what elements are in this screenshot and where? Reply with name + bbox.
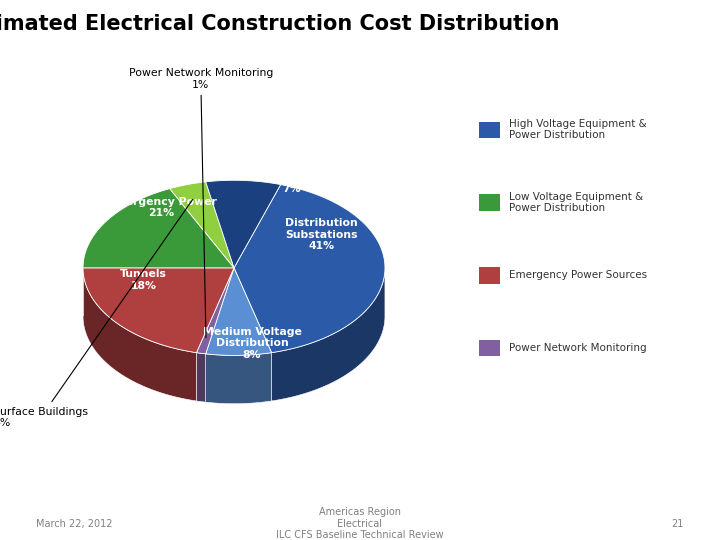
Polygon shape — [83, 268, 234, 353]
Polygon shape — [83, 268, 197, 401]
Text: Americas Region
Electrical
ILC CFS Baseline Technical Review: Americas Region Electrical ILC CFS Basel… — [276, 507, 444, 540]
Polygon shape — [234, 185, 385, 353]
Text: Tunnels
18%: Tunnels 18% — [120, 269, 167, 291]
Text: High Voltage Equipment &
Power Distribution: High Voltage Equipment & Power Distribut… — [509, 119, 647, 140]
Text: Surface Buildings
4%: Surface Buildings 4% — [0, 199, 193, 428]
Text: 21: 21 — [672, 519, 684, 529]
Text: Main
Substation
7%: Main Substation 7% — [258, 161, 325, 194]
Polygon shape — [83, 188, 234, 268]
Polygon shape — [197, 353, 206, 402]
Polygon shape — [170, 182, 234, 268]
Polygon shape — [206, 268, 271, 355]
Text: Distribution
Substations
41%: Distribution Substations 41% — [285, 218, 358, 251]
Polygon shape — [271, 269, 385, 401]
Polygon shape — [206, 353, 271, 404]
Text: Emergency Power
21%: Emergency Power 21% — [107, 197, 217, 218]
Text: Estimated Electrical Construction Cost Distribution: Estimated Electrical Construction Cost D… — [0, 14, 559, 33]
Text: Medium Voltage
Distribution
8%: Medium Voltage Distribution 8% — [202, 327, 302, 360]
Polygon shape — [206, 180, 281, 268]
Polygon shape — [197, 268, 234, 354]
Text: Power Network Monitoring
1%: Power Network Monitoring 1% — [129, 68, 273, 338]
Text: Low Voltage Equipment &
Power Distribution: Low Voltage Equipment & Power Distributi… — [509, 192, 643, 213]
Text: Emergency Power Sources: Emergency Power Sources — [509, 271, 647, 280]
Text: March 22, 2012: March 22, 2012 — [36, 519, 112, 529]
Text: Power Network Monitoring: Power Network Monitoring — [509, 343, 647, 353]
